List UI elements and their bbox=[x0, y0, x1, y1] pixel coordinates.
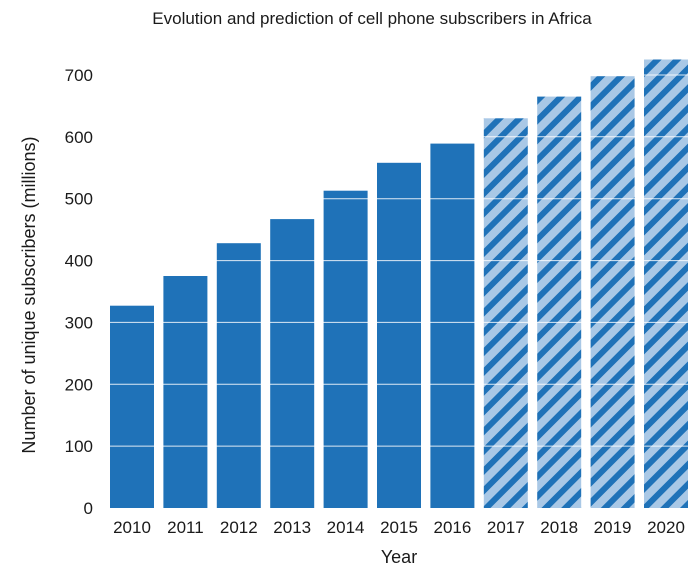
y-tick-label-0: 0 bbox=[84, 499, 93, 518]
y-tick-label-400: 400 bbox=[65, 252, 93, 271]
bar-2014 bbox=[323, 190, 368, 508]
bar-2015 bbox=[377, 162, 421, 509]
bars-layer bbox=[110, 59, 688, 509]
x-tick-label-2015: 2015 bbox=[380, 518, 418, 537]
y-axis-title: Number of unique subscribers (millions) bbox=[19, 136, 39, 453]
x-tick-label-2011: 2011 bbox=[167, 518, 204, 537]
gridlines-layer bbox=[108, 74, 688, 447]
bar-2011 bbox=[163, 276, 208, 508]
x-tick-label-2018: 2018 bbox=[540, 518, 578, 537]
y-tick-label-500: 500 bbox=[65, 190, 93, 209]
x-tick-label-2012: 2012 bbox=[220, 518, 258, 537]
x-tick-label-2010: 2010 bbox=[113, 518, 151, 537]
predicted-bar-2017 bbox=[483, 118, 528, 509]
bar-2013 bbox=[270, 219, 315, 508]
x-tick-label-2016: 2016 bbox=[433, 518, 471, 537]
x-tick-label-2014: 2014 bbox=[327, 518, 365, 537]
bar-2012 bbox=[216, 243, 261, 508]
y-tick-label-100: 100 bbox=[65, 437, 93, 456]
x-tick-label-2017: 2017 bbox=[487, 518, 525, 537]
chart-title: Evolution and prediction of cell phone s… bbox=[152, 9, 592, 28]
y-tick-label-600: 600 bbox=[65, 128, 93, 147]
x-axis-title: Year bbox=[381, 547, 417, 567]
y-tick-labels: 0 100 200 300 400 500 600 700 bbox=[65, 66, 93, 518]
y-tick-label-200: 200 bbox=[65, 375, 93, 394]
predicted-bar-2020 bbox=[644, 59, 688, 508]
x-tick-label-2020: 2020 bbox=[647, 518, 685, 537]
bar-2010 bbox=[110, 305, 154, 508]
predicted-bar-2018 bbox=[537, 96, 582, 508]
x-tick-label-2019: 2019 bbox=[594, 518, 632, 537]
y-tick-label-700: 700 bbox=[65, 66, 93, 85]
predicted-bar-2019 bbox=[590, 76, 635, 508]
bar-2016 bbox=[430, 143, 475, 508]
x-tick-labels: 2010 2011 2012 2013 2014 2015 2016 2017 2018 2019… bbox=[113, 518, 685, 537]
y-tick-label-300: 300 bbox=[65, 313, 93, 332]
x-tick-label-2013: 2013 bbox=[273, 518, 311, 537]
